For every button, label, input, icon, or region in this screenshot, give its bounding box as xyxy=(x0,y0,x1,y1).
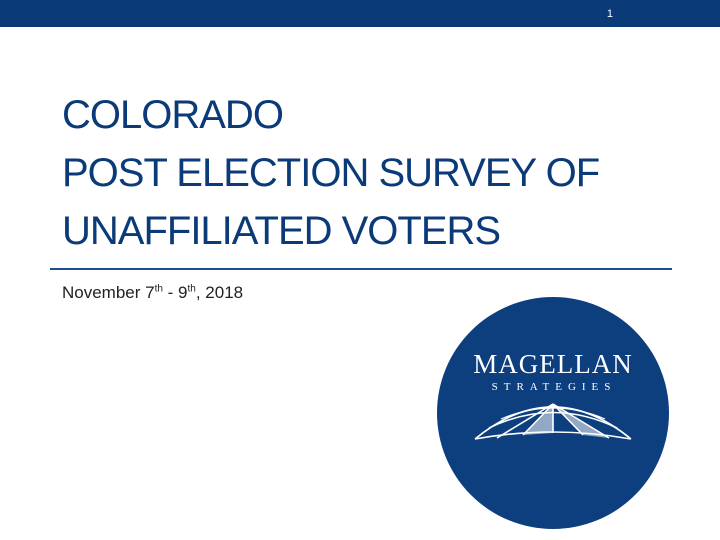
magellan-logo: MAGELLAN STRATEGIES xyxy=(437,297,669,529)
date-sup-1: th xyxy=(154,283,163,295)
subtitle-date: November 7th - 9th, 2018 xyxy=(62,283,243,303)
title-line-3: UNAFFILIATED VOTERS xyxy=(62,209,501,253)
date-suffix: , 2018 xyxy=(195,283,244,302)
slide-title: COLORADO POST ELECTION SURVEY OF UNAFFIL… xyxy=(62,86,702,260)
logo-tagline: STRATEGIES xyxy=(492,381,617,393)
title-divider xyxy=(50,268,672,270)
date-middle: - 9 xyxy=(162,283,188,302)
date-sup-2: th xyxy=(187,283,196,295)
slide-number: 1 xyxy=(606,8,613,20)
logo-name: MAGELLAN xyxy=(473,349,632,379)
title-line-2: POST ELECTION SURVEY OF xyxy=(62,151,600,195)
date-prefix: November 7 xyxy=(62,283,155,302)
globe-fill xyxy=(523,404,609,438)
top-bar: 1 xyxy=(0,0,720,27)
title-line-1: COLORADO xyxy=(62,93,284,137)
